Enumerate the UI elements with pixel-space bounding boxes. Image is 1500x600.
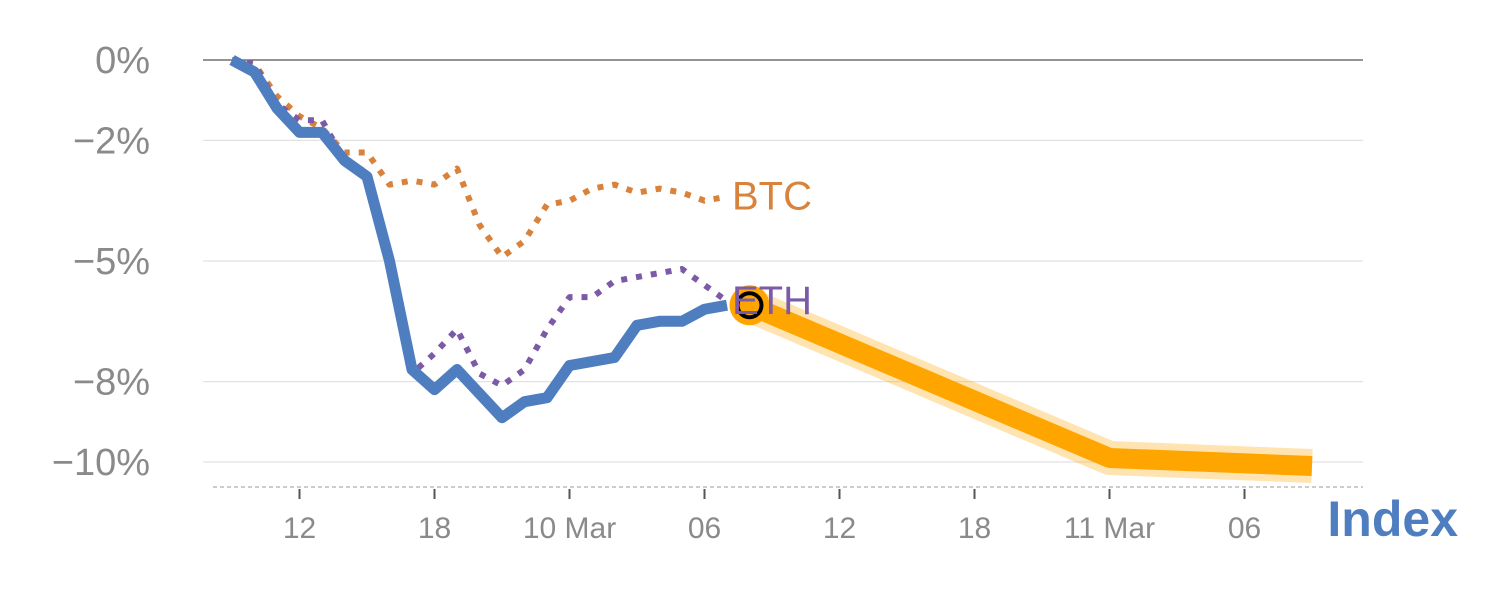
y-tick-label: −8% [73, 362, 150, 404]
series-labels: BTC ETH [732, 175, 812, 324]
y-tick-label: 0% [95, 40, 150, 82]
forecast-band [742, 289, 1313, 484]
x-tick-label: 10 Mar [523, 512, 616, 545]
forecast-line [745, 296, 1313, 477]
grid-lines [203, 59, 1363, 463]
x-axis: 12 18 10 Mar 06 12 18 11 Mar 06 [213, 486, 1363, 545]
x-tick-label: 12 [823, 512, 856, 545]
x-tick-label: 12 [283, 512, 316, 545]
x-tick-label: 18 [958, 512, 991, 545]
marker-halo [729, 285, 770, 326]
series-label-btc: BTC [732, 175, 812, 219]
current-point-marker [729, 285, 770, 326]
y-tick-label: −10% [52, 442, 150, 484]
y-tick-label: −5% [73, 241, 150, 283]
x-tick-label: 11 Mar [1064, 512, 1155, 545]
series-label-eth: ETH [732, 279, 812, 323]
x-tick-label: 06 [1228, 512, 1261, 545]
x-tick-label: 18 [418, 512, 451, 545]
series-line-eth [231, 57, 729, 389]
x-tick-label: 06 [688, 512, 721, 545]
y-axis-ticks: 0% −2% −5% −8% −10% [52, 40, 150, 484]
series-line-btc [231, 57, 728, 260]
y-tick-label: −2% [73, 120, 150, 162]
series-lines [229, 55, 729, 424]
index-label: Index [1327, 491, 1458, 547]
series-line-index [229, 55, 728, 424]
forecast-band-outer [742, 289, 1313, 484]
marker-ring [735, 291, 764, 320]
